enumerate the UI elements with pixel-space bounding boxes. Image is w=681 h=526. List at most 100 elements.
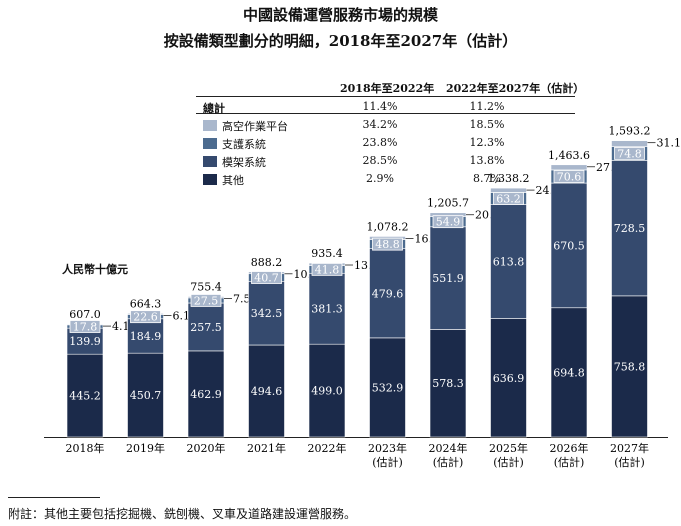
data-label: 257.5 xyxy=(190,321,222,334)
cagr-row-label: 模架系統 xyxy=(222,156,266,169)
data-label: 139.9 xyxy=(69,335,101,348)
total-label: 1,078.2 xyxy=(367,220,409,233)
total-label: 935.4 xyxy=(311,247,343,260)
bar-segment-3 xyxy=(611,140,648,147)
cagr-value: 12.3% xyxy=(469,136,505,149)
x-tick-label: 2021年 xyxy=(247,441,286,455)
bar-segment-0 xyxy=(187,350,225,438)
data-label: 70.6 xyxy=(557,170,582,183)
legend-swatch xyxy=(203,120,217,131)
data-label: 17.8 xyxy=(73,321,98,334)
cagr-value: 2.9% xyxy=(366,172,394,185)
cagr-header-2: 2022年至2027年（估計） xyxy=(446,82,585,95)
bar-segment-1 xyxy=(308,272,346,345)
total-label: 1,593.2 xyxy=(609,125,651,138)
x-tick-sublabel: (估計) xyxy=(554,455,585,469)
chart-subtitle: 按設備類型劃分的明細，2018年至2027年（估計） xyxy=(163,32,518,50)
segment-label-box xyxy=(372,237,403,251)
bar-segment-1 xyxy=(611,160,648,297)
x-tick-sublabel: (估計) xyxy=(493,455,524,469)
cagr-row-label: 其他 xyxy=(222,174,244,187)
legend-swatch xyxy=(203,156,217,167)
data-label: 578.3 xyxy=(432,377,464,390)
bar-segment-1 xyxy=(429,226,467,330)
cagr-total-rule xyxy=(196,113,575,114)
data-label: 450.7 xyxy=(130,389,162,402)
x-tick-sublabel: (估計) xyxy=(372,455,403,469)
data-label: 6.1 xyxy=(173,309,191,322)
x-tick-label: 2019年 xyxy=(126,441,165,455)
data-label: 381.3 xyxy=(311,303,343,316)
x-tick-label: 2024年 xyxy=(429,441,468,455)
total-label: 607.0 xyxy=(69,308,101,321)
legend-swatch xyxy=(203,174,217,185)
total-label: 664.3 xyxy=(130,297,162,310)
total-label: 1,463.6 xyxy=(548,149,590,162)
total-label: 888.2 xyxy=(251,256,283,269)
bar-segment-0 xyxy=(66,353,104,438)
x-tick-sublabel: (估計) xyxy=(433,455,464,469)
data-label: 694.8 xyxy=(553,366,585,379)
data-label: 63.2 xyxy=(496,192,521,205)
bar-segment-0 xyxy=(248,344,285,438)
data-label: 462.9 xyxy=(190,388,222,401)
data-label: 4.1 xyxy=(112,320,130,333)
cagr-row-label: 高空作業平台 xyxy=(222,120,288,133)
data-label: 670.5 xyxy=(553,239,585,252)
cagr-value: 11.4% xyxy=(362,100,398,113)
data-label: 74.8 xyxy=(617,147,642,160)
total-label: 1,338.2 xyxy=(488,172,530,185)
cagr-value: 28.5% xyxy=(362,154,398,167)
bar-segment-1 xyxy=(127,318,164,354)
segment-label-box xyxy=(69,320,101,333)
data-label: 31.1 xyxy=(657,137,681,150)
total-label: 755.4 xyxy=(190,280,222,293)
bar-segment-1 xyxy=(550,182,588,309)
x-tick-label: 2027年 xyxy=(610,441,649,455)
footnote-rule xyxy=(8,497,100,498)
data-label: 54.9 xyxy=(436,216,461,229)
segment-label-box xyxy=(190,294,222,307)
bar-segment-0 xyxy=(429,329,467,438)
x-tick-sublabel: (估計) xyxy=(614,455,645,469)
segment-label-box xyxy=(553,170,585,183)
data-label: 40.7 xyxy=(254,272,279,285)
cagr-value: 13.8% xyxy=(469,154,505,167)
cagr-row-label: 支護系統 xyxy=(222,138,266,151)
x-tick-label: 2018年 xyxy=(66,441,105,455)
data-label: 494.6 xyxy=(251,385,283,398)
x-tick-label: 2020年 xyxy=(187,441,226,455)
cagr-row-label: 總計 xyxy=(203,102,225,115)
x-tick-label: 2022年 xyxy=(308,441,347,455)
data-label: 613.8 xyxy=(493,255,525,268)
data-label: 445.2 xyxy=(69,390,101,403)
bar-segment-0 xyxy=(611,295,648,438)
bar-segment-1 xyxy=(187,302,225,352)
segment-label-box xyxy=(614,147,645,160)
data-label: 758.8 xyxy=(614,360,646,373)
footnote: 附註：其他主要包括挖掘機、銑刨機、叉車及道路建設運營服務。 xyxy=(8,507,357,521)
cagr-value: 34.2% xyxy=(362,118,398,131)
data-label: 342.5 xyxy=(251,307,283,320)
legend-swatch xyxy=(203,138,217,149)
cagr-value: 23.8% xyxy=(362,136,398,149)
bar-segment-0 xyxy=(308,343,346,438)
bar-segment-3 xyxy=(550,164,588,171)
data-label: 551.9 xyxy=(432,272,464,285)
bar-segment-0 xyxy=(550,307,588,438)
unit-label: 人民幣十億元 xyxy=(62,263,128,276)
segment-label-box xyxy=(130,310,161,324)
x-tick-label: 2025年 xyxy=(489,441,528,455)
bar-segment-0 xyxy=(490,318,527,438)
data-label: 7.5 xyxy=(233,292,251,305)
data-label: 532.9 xyxy=(372,381,404,394)
cagr-header-1: 2018年至2022年 xyxy=(340,82,435,95)
segment-label-box xyxy=(251,271,282,284)
data-label: 479.6 xyxy=(372,287,404,300)
data-label: 27.5 xyxy=(194,294,219,307)
data-label: 728.5 xyxy=(614,222,646,235)
total-label: 1,205.7 xyxy=(427,197,469,210)
data-label: 22.6 xyxy=(133,311,158,324)
cagr-value: 8.7% xyxy=(473,172,501,185)
